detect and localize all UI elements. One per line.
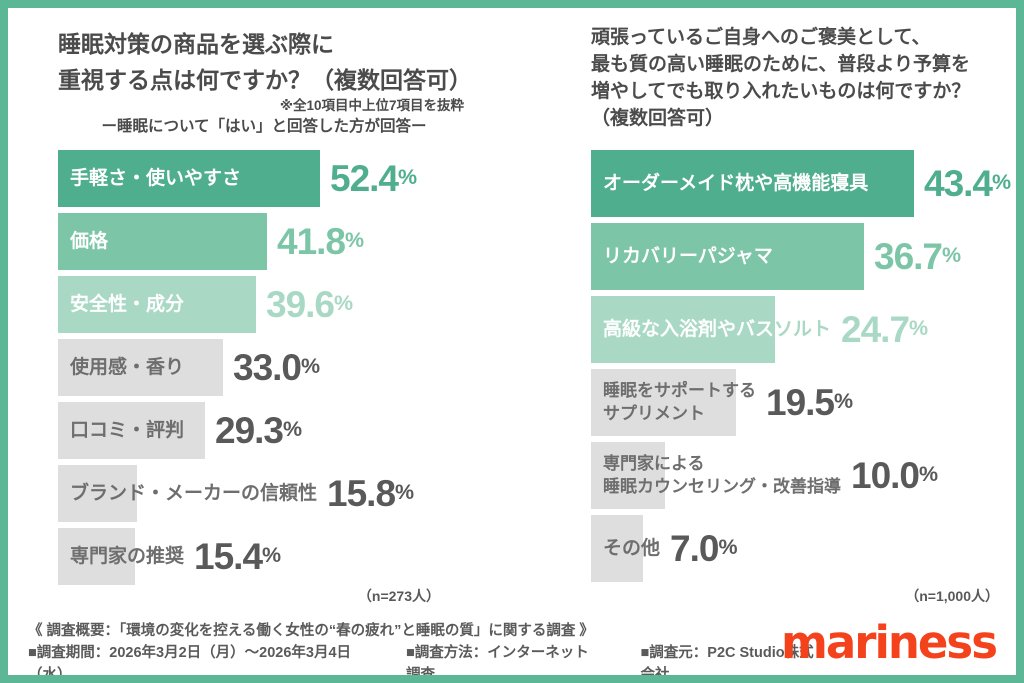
bar-label: ブランド・メーカーの信頼性 — [70, 482, 318, 504]
bar-row: 専門家の推奨 15.4% — [58, 528, 508, 585]
bar — [591, 296, 775, 363]
bar-label: 専門家による 睡眠カウンセリング・改善指導 — [603, 454, 841, 496]
right-chart-title-line3: 増やしてでも取り入れたいものは何ですか？ — [591, 81, 971, 102]
bar-row: 専門家による 睡眠カウンセリング・改善指導 10.0% — [591, 442, 1016, 509]
bar-label: リカバリーパジャマ — [603, 245, 773, 267]
bar-value: 10.0% — [851, 454, 939, 496]
left-chart-title: 睡眠対策の商品を選ぶ際に 重視する点は何ですか？（複数回答可） — [58, 26, 488, 98]
bar-label: オーダーメイド枕や高機能寝具 — [603, 172, 869, 194]
right-chart-title-line4: （複数回答可） — [591, 108, 725, 129]
right-chart-title: 頑張っているご自身へのご褒美として、 最も質の高い睡眠のために、普段より予算を … — [591, 24, 1016, 132]
bar-row: その他 7.0% — [591, 515, 1016, 582]
right-chart-title-line1: 頑張っているご自身へのご褒美として、 — [591, 27, 931, 48]
bar — [58, 339, 223, 396]
left-chart-title-line1: 睡眠対策の商品を選ぶ際に — [58, 31, 334, 57]
right-chart-title-line2: 最も質の高い睡眠のために、普段より予算を — [591, 54, 971, 75]
right-sample-size: （n=1,000人） — [905, 588, 999, 604]
left-chart-title-line2: 重視する点は何ですか？（複数回答可） — [58, 67, 472, 93]
right-bar-chart: オーダーメイド枕や高機能寝具 43.4% リカバリーパジャマ 36.7% 高級な入浴剤や… — [591, 150, 1016, 588]
brand-logo: mariness — [781, 616, 998, 669]
left-sample-size: （n=273人） — [357, 588, 440, 604]
bar-row: 口コミ・評判 29.3% — [58, 402, 508, 459]
bar-value: 43.4% — [924, 162, 1012, 204]
bar-value: 36.7% — [874, 235, 962, 277]
bar-value: 52.4% — [330, 157, 418, 199]
bar-row: 価格 41.8% — [58, 213, 508, 270]
bar-label: 睡眠をサポートする サプリメント — [603, 381, 756, 423]
bar-row: 睡眠をサポートする サプリメント 19.5% — [591, 369, 1016, 436]
bar-row: オーダーメイド枕や高機能寝具 43.4% — [591, 150, 1016, 217]
bar-row: 手軽さ・使いやすさ 52.4% — [58, 150, 508, 207]
left-chart-subtitle: ー睡眠について「はい」と回答した方が回答ー — [101, 118, 427, 135]
survey-details-line2: ■調査期間：2026年3月2日（月）～2026年3月4日（水） ■調査方法：イン… — [28, 642, 828, 683]
bar-value: 7.0% — [670, 527, 738, 569]
bar-label: 価格 — [70, 230, 109, 252]
bar — [591, 150, 914, 217]
left-bar-chart: 手軽さ・使いやすさ 52.4% 価格 41.8% 安全性・成分 39.6% 使用感・香り 33… — [58, 150, 508, 591]
bar-row: 高級な入浴剤やバスソルト 高級な入浴剤やバスソルト 24.7% — [591, 296, 1016, 363]
bar-label: その他 — [603, 537, 661, 559]
bar-label: 使用感・香り — [70, 356, 185, 378]
bar — [58, 528, 135, 585]
bar — [58, 402, 205, 459]
survey-period: ■調査期間：2026年3月2日（月）～2026年3月4日（水） — [28, 645, 352, 683]
survey-source: ■調査元：P2C Studio株式会社 — [640, 645, 814, 683]
bar-value: 15.4% — [194, 535, 282, 577]
bar-value: 24.7% — [841, 308, 929, 350]
bar-value: 39.6% — [266, 283, 354, 325]
bar-value: 15.8% — [327, 472, 415, 514]
bar-label: 手軽さ・使いやすさ — [70, 167, 242, 189]
bar — [591, 515, 643, 582]
bar-value: 41.8% — [277, 220, 365, 262]
bar-label: 安全性・成分 — [70, 293, 185, 315]
bar — [58, 150, 320, 207]
bar-row: 安全性・成分 39.6% — [58, 276, 508, 333]
bar-label: 専門家の推奨 — [70, 545, 185, 567]
bar-row: 使用感・香り 33.0% — [58, 339, 508, 396]
survey-summary: 《 調査概要：「環境の変化を控える働く女性の“春の疲れ”と睡眠の質」に関する調査… — [28, 623, 594, 639]
bar — [591, 369, 736, 436]
bar-value: 29.3% — [215, 409, 303, 451]
bar-row: ブランド・メーカーの信頼性 15.8% — [58, 465, 508, 522]
bar-value: 19.5% — [766, 381, 854, 423]
survey-overview: 《 調査概要：「環境の変化を控える働く女性の“春の疲れ”と睡眠の質」に関する調査… — [28, 620, 828, 683]
bar-label: 口コミ・評判 — [70, 419, 185, 441]
bar-value: 33.0% — [233, 346, 321, 388]
bar-label: 高級な入浴剤やバスソルト 高級な入浴剤やバスソルト — [603, 318, 832, 340]
bar — [58, 465, 137, 522]
bar — [58, 213, 267, 270]
bar — [58, 276, 256, 333]
bar — [591, 442, 665, 509]
survey-method: ■調査方法：インターネット調査 — [406, 645, 589, 683]
bar — [591, 223, 864, 290]
bar-row: リカバリーパジャマ 36.7% — [591, 223, 1016, 290]
left-chart-note: ※全10項目中上位7項目を抜粋 — [279, 98, 464, 113]
